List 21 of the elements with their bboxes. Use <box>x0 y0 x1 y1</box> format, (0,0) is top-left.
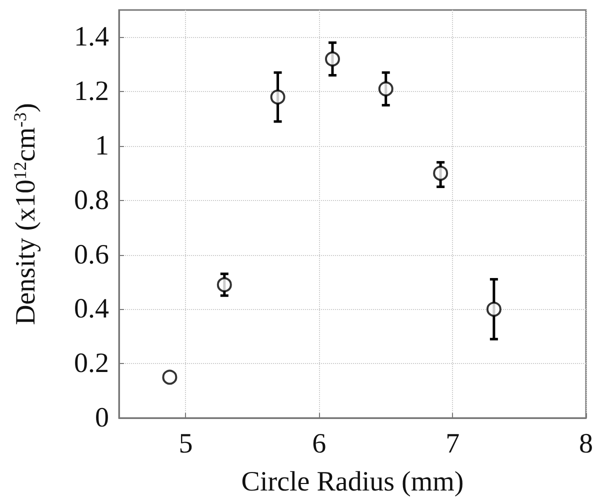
y-tick-label: 1.2 <box>74 76 109 108</box>
x-axis-title: Circle Radius (mm) <box>241 466 464 498</box>
point <box>162 370 178 385</box>
x-tick-label: 8 <box>579 428 593 460</box>
point <box>378 81 394 96</box>
point <box>433 166 448 181</box>
y-tick-label: 0.6 <box>74 239 109 270</box>
y-tick-label: 1 <box>95 130 109 162</box>
x-tick-label: 5 <box>178 428 193 460</box>
y-tick-label: 0.2 <box>74 348 109 380</box>
point <box>325 51 340 66</box>
x-tick-label: 6 <box>312 428 326 460</box>
y-axis-title: Density (x1012cm-3) <box>10 103 42 325</box>
y-tick-label: 0 <box>95 402 109 434</box>
x-tick-label: 7 <box>446 428 460 460</box>
point <box>270 90 286 105</box>
y-tick-label: 1.4 <box>74 22 109 53</box>
point <box>216 277 232 292</box>
point <box>486 302 502 317</box>
y-tick-label: 0.4 <box>74 294 109 325</box>
y-tick-label: 0.8 <box>74 184 109 216</box>
